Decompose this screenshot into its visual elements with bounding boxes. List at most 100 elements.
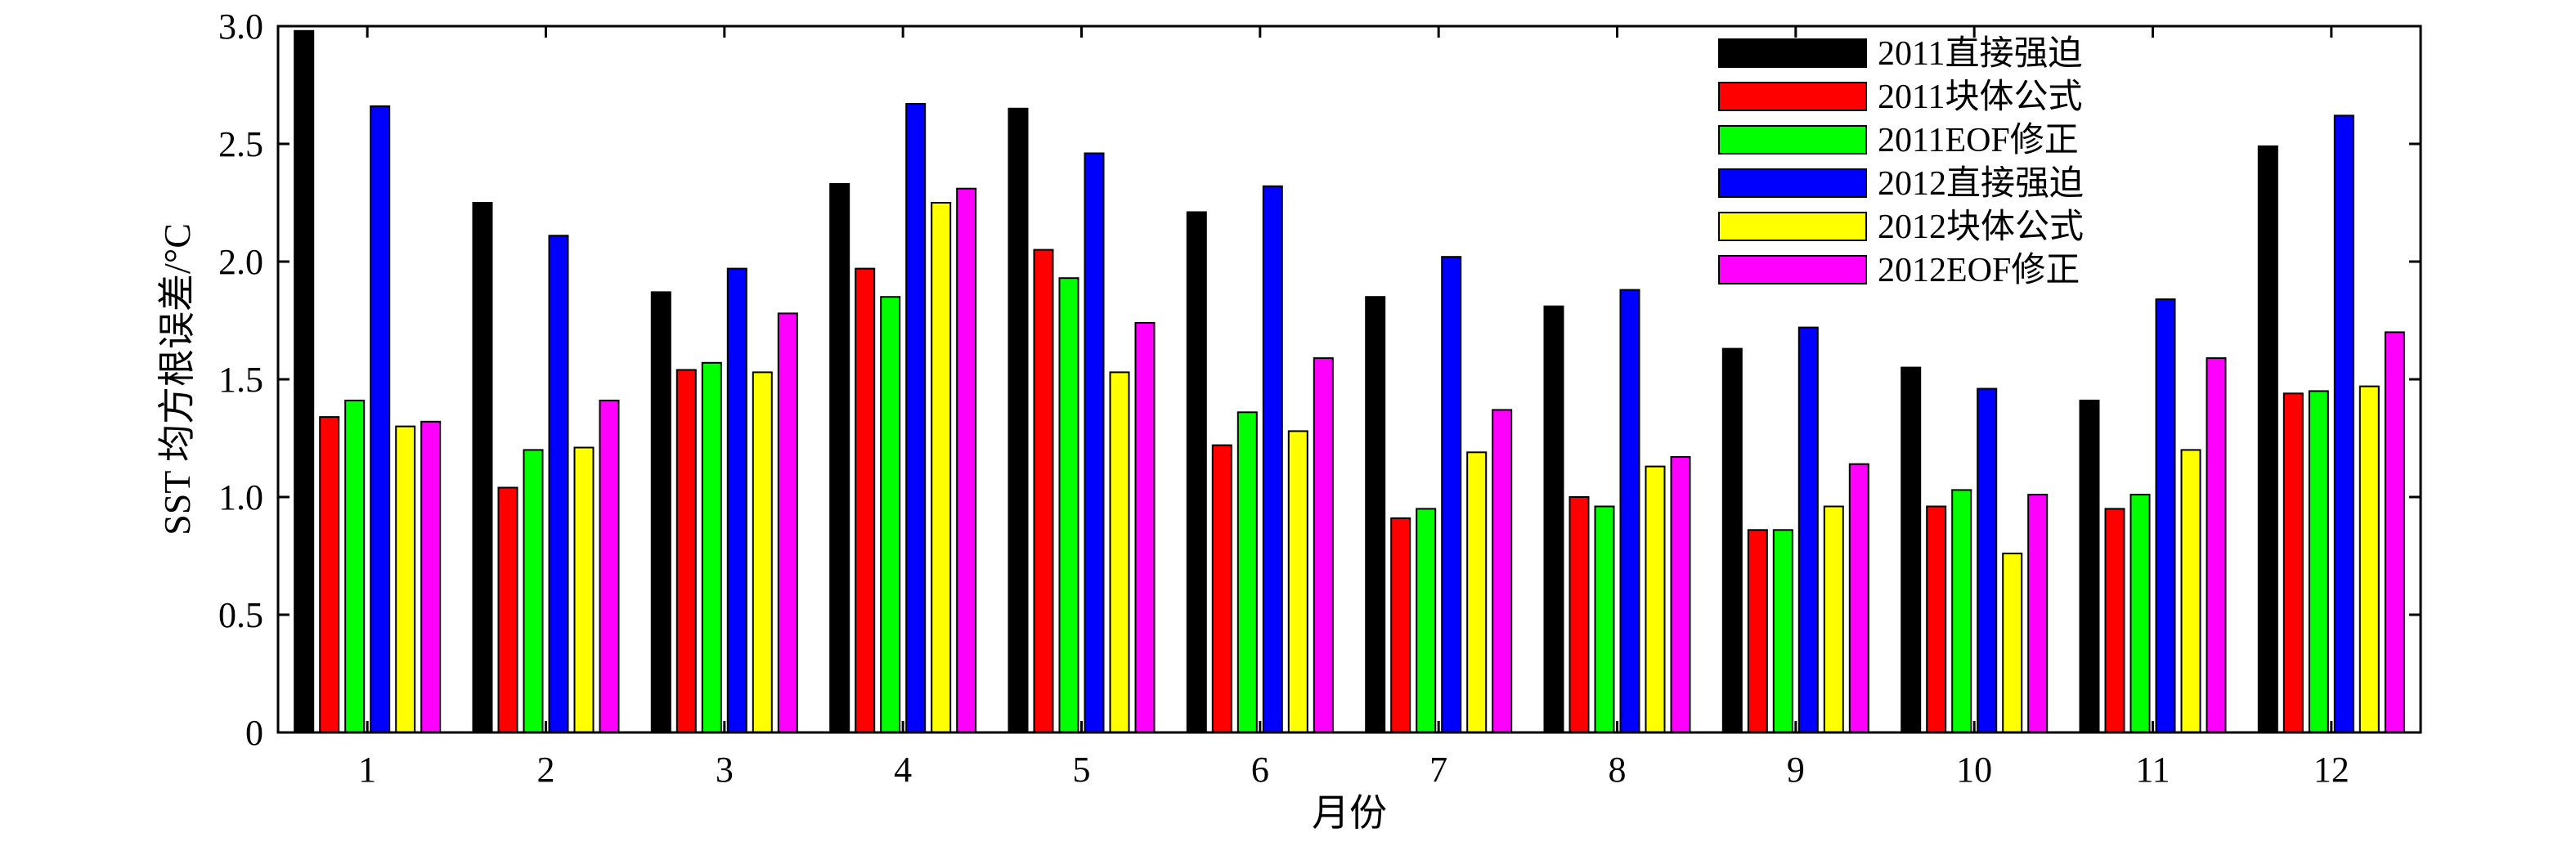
bar-series-2-month-11 bbox=[2104, 508, 2125, 734]
bar-series-6-month-4 bbox=[956, 187, 977, 733]
bar-series-4-month-5 bbox=[1084, 152, 1105, 733]
bar-series-3-month-4 bbox=[880, 296, 901, 733]
bar-series-4-month-4 bbox=[905, 103, 927, 733]
bar-series-1-month-7 bbox=[1365, 296, 1386, 733]
bar-series-5-month-10 bbox=[2002, 553, 2023, 733]
bar-series-3-month-7 bbox=[1416, 508, 1437, 734]
bar-series-3-month-5 bbox=[1058, 277, 1079, 733]
bar-series-5-month-5 bbox=[1109, 371, 1130, 733]
bar-series-1-month-4 bbox=[829, 183, 850, 733]
x-tick-label: 1 bbox=[358, 750, 376, 790]
bar-series-5-month-4 bbox=[931, 202, 952, 733]
bar-series-4-month-12 bbox=[2333, 114, 2354, 733]
bar-series-5-month-11 bbox=[2180, 449, 2201, 734]
bar-series-3-month-11 bbox=[2129, 494, 2151, 733]
bar-series-6-month-2 bbox=[599, 399, 620, 733]
bar-series-5-month-2 bbox=[573, 446, 595, 733]
bar-series-2-month-10 bbox=[1926, 505, 1947, 733]
x-tick-label: 7 bbox=[1429, 750, 1447, 790]
y-tick-label: 0 bbox=[245, 713, 263, 753]
bar-series-2-month-6 bbox=[1211, 444, 1232, 733]
bar-series-3-month-2 bbox=[523, 449, 544, 734]
bars-layer bbox=[294, 29, 2405, 734]
bar-series-3-month-8 bbox=[1594, 505, 1615, 733]
bar-series-5-month-12 bbox=[2358, 385, 2380, 733]
legend-label: 2012直接强迫 bbox=[1878, 165, 2084, 203]
x-tick-label: 8 bbox=[1609, 750, 1627, 790]
bar-series-4-month-2 bbox=[548, 235, 569, 733]
bar-series-3-month-9 bbox=[1772, 529, 1793, 733]
legend-swatch bbox=[1718, 168, 1867, 198]
bar-series-3-month-6 bbox=[1236, 411, 1258, 733]
bar-series-1-month-11 bbox=[2079, 399, 2100, 733]
bar-series-6-month-1 bbox=[420, 420, 442, 733]
bar-series-2-month-8 bbox=[1568, 496, 1590, 733]
bar-series-3-month-3 bbox=[701, 361, 722, 733]
legend: 2011直接强迫 2011块体公式 2011EOF修正 2012直接强迫 2012块体公… bbox=[1718, 35, 2084, 289]
bar-series-5-month-7 bbox=[1466, 451, 1488, 733]
y-tick-label: 1.5 bbox=[218, 360, 263, 400]
x-tick-label: 11 bbox=[2135, 750, 2170, 790]
y-tick-label: 3.0 bbox=[218, 7, 263, 47]
bar-series-2-month-9 bbox=[1747, 529, 1768, 733]
bar-series-5-month-6 bbox=[1287, 430, 1308, 734]
bar-series-6-month-12 bbox=[2384, 331, 2405, 733]
x-tick-label: 12 bbox=[2313, 750, 2349, 790]
bar-series-6-month-11 bbox=[2206, 357, 2227, 733]
x-axis-title: 月份 bbox=[1312, 792, 1387, 834]
bar-series-4-month-6 bbox=[1262, 185, 1283, 734]
legend-swatch bbox=[1718, 38, 1867, 68]
bar-series-4-month-8 bbox=[1619, 289, 1640, 734]
legend-swatch bbox=[1718, 255, 1867, 284]
bar-series-6-month-5 bbox=[1134, 321, 1156, 733]
bar-series-1-month-2 bbox=[472, 202, 493, 733]
legend-swatch bbox=[1718, 82, 1867, 111]
bar-series-2-month-12 bbox=[2282, 392, 2304, 733]
bar-series-5-month-1 bbox=[395, 425, 416, 733]
bar-series-4-month-7 bbox=[1441, 256, 1462, 733]
legend-swatch bbox=[1718, 125, 1867, 155]
bar-series-6-month-7 bbox=[1492, 409, 1513, 733]
x-tick-label: 2 bbox=[537, 750, 555, 790]
y-tick-label: 1.0 bbox=[218, 477, 263, 517]
y-tick-label: 2.5 bbox=[218, 124, 263, 164]
bar-series-6-month-9 bbox=[1848, 463, 1869, 733]
bar-series-4-month-3 bbox=[726, 267, 747, 734]
bar-series-3-month-10 bbox=[1951, 489, 1972, 734]
x-tick-label: 9 bbox=[1787, 750, 1805, 790]
bar-series-2-month-5 bbox=[1033, 249, 1054, 734]
bar-series-3-month-12 bbox=[2308, 390, 2329, 733]
x-tick-label: 4 bbox=[894, 750, 912, 790]
bar-series-6-month-3 bbox=[777, 312, 798, 733]
bar-series-4-month-10 bbox=[1977, 387, 1998, 733]
legend-label: 2012EOF修正 bbox=[1878, 252, 2080, 289]
bar-series-4-month-9 bbox=[1797, 326, 1819, 733]
x-tick-label: 3 bbox=[716, 750, 734, 790]
x-tick-label: 6 bbox=[1251, 750, 1269, 790]
legend-label: 2011EOF修正 bbox=[1878, 122, 2079, 159]
bar-series-1-month-10 bbox=[1901, 366, 1922, 733]
bar-series-5-month-3 bbox=[752, 371, 773, 733]
bar-series-2-month-1 bbox=[319, 416, 340, 733]
x-axis: 1 2 3 4 5 6 7 8 9 10 11 12 bbox=[358, 26, 2349, 790]
y-axis: 0 0.5 1.0 1.5 2.0 2.5 3.0 bbox=[218, 7, 2421, 753]
bar-series-5-month-8 bbox=[1645, 465, 1666, 733]
bar-series-4-month-11 bbox=[2155, 298, 2176, 734]
legend-label: 2012块体公式 bbox=[1878, 208, 2084, 246]
y-tick-label: 2.0 bbox=[218, 242, 263, 282]
bar-series-6-month-10 bbox=[2027, 494, 2049, 733]
bar-series-1-month-12 bbox=[2257, 145, 2278, 733]
bar-series-3-month-1 bbox=[344, 399, 366, 733]
bar-series-2-month-4 bbox=[855, 267, 876, 734]
bar-series-5-month-9 bbox=[1823, 505, 1844, 733]
bar-series-1-month-6 bbox=[1186, 211, 1207, 733]
y-axis-title: SST 均方根误差/°C bbox=[156, 223, 198, 535]
bar-series-1-month-5 bbox=[1008, 107, 1029, 734]
x-tick-label: 10 bbox=[1956, 750, 1992, 790]
bar-series-2-month-3 bbox=[675, 369, 697, 733]
legend-label: 2011直接强迫 bbox=[1878, 35, 2082, 73]
bar-series-1-month-9 bbox=[1721, 347, 1743, 733]
x-tick-label: 5 bbox=[1073, 750, 1091, 790]
bar-series-1-month-8 bbox=[1543, 305, 1564, 733]
